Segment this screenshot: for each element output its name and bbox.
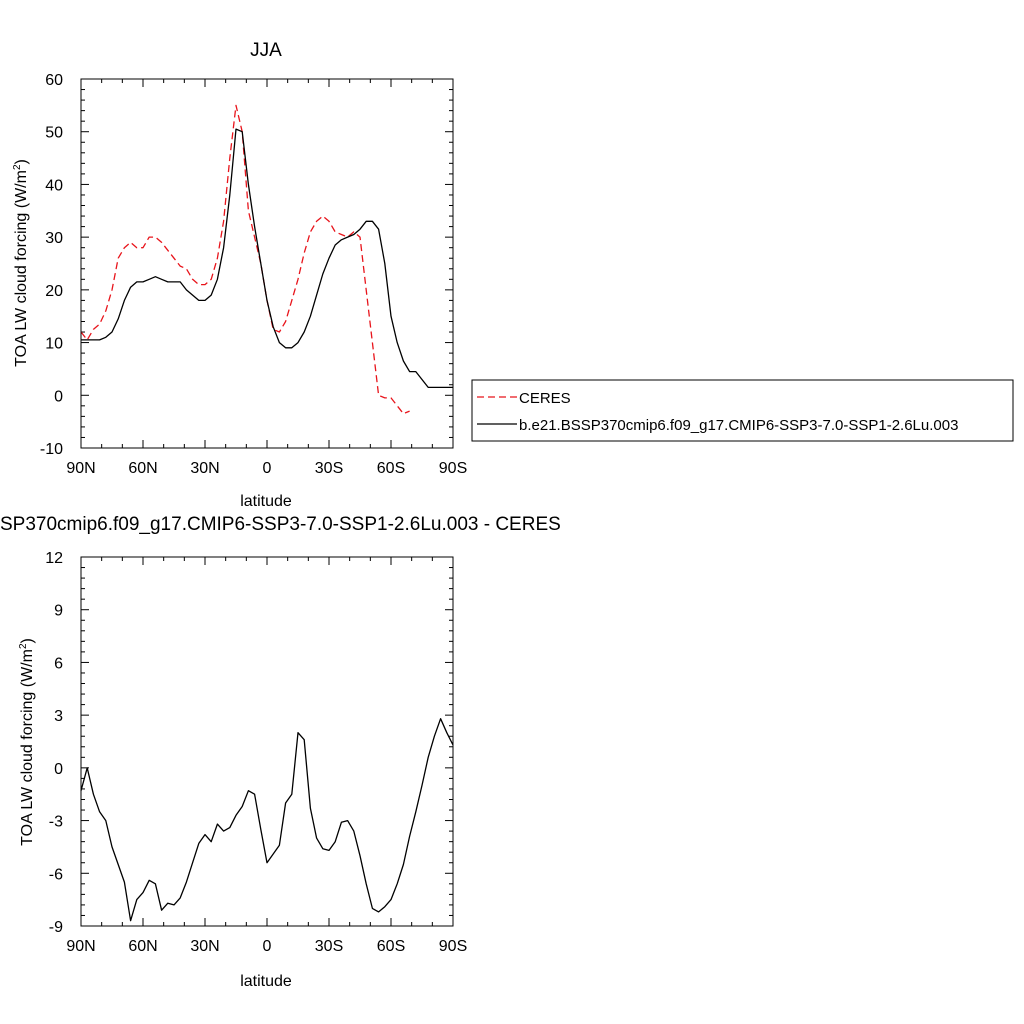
axis-ticks-difference: 90N 60N 30N 0 30S 60S 90S -9 -6 -3 0 3 6 9 12: [45, 550, 467, 955]
y-tick-label: 50: [45, 125, 63, 142]
y-axis-label-main: TOA LW cloud forcing (W/m: [19, 649, 36, 846]
y-axis-label-difference: TOA LW cloud forcing (W/m2): [18, 638, 36, 846]
x-axis-label: latitude: [240, 493, 292, 510]
chart-title-difference: SP370cmip6.f09_g17.CMIP6-SSP3-7.0-SSP1-2…: [0, 514, 561, 535]
x-tick-label: 90S: [439, 938, 467, 955]
plot-frame: [80, 78, 454, 449]
series-line-difference: [80, 718, 454, 922]
y-tick-label: 40: [45, 177, 63, 194]
y-tick-label: -6: [49, 866, 63, 883]
x-axis-label-difference: latitude: [240, 973, 292, 990]
x-tick-label: 90S: [439, 460, 467, 477]
y-tick-label: -3: [49, 814, 63, 831]
y-tick-label: 12: [45, 550, 63, 567]
y-tick-label: -9: [49, 919, 63, 936]
legend-label-model: b.e21.BSSP370cmip6.f09_g17.CMIP6-SSP3-7.…: [519, 417, 958, 434]
series-group-difference: [80, 718, 454, 922]
x-tick-label: 60S: [377, 938, 405, 955]
series-line-ceres: [80, 104, 410, 415]
legend-box: [471, 379, 1014, 442]
x-tick-label: 30S: [315, 938, 343, 955]
y-tick-label: 60: [45, 72, 63, 89]
x-tick-label: 0: [263, 460, 272, 477]
y-axis-label-sup: 2: [18, 643, 29, 649]
y-axis-label: TOA LW cloud forcing (W/m2): [12, 159, 30, 367]
legend: CERES b.e21.BSSP370cmip6.f09_g17.CMIP6-S…: [471, 379, 1014, 442]
axis-ticks: 90N 60N 30N 0 30S 60S 90S -10 0 10 20 30 40 50 60: [40, 72, 467, 477]
y-tick-label: 9: [54, 603, 63, 620]
y-axis-label-main: TOA LW cloud forcing (W/m: [13, 170, 30, 367]
x-tick-label: 30N: [190, 938, 219, 955]
x-tick-label: 30S: [315, 460, 343, 477]
x-tick-label: 60S: [377, 460, 405, 477]
y-tick-label: 3: [54, 708, 63, 725]
series-group: [80, 104, 453, 415]
y-tick-label: 6: [54, 655, 63, 672]
x-tick-label: 30N: [190, 460, 219, 477]
plot-frame-difference: [80, 556, 454, 927]
x-tick-label: 90N: [66, 938, 95, 955]
legend-label-ceres: CERES: [519, 390, 571, 407]
bottom-panel: SP370cmip6.f09_g17.CMIP6-SSP3-7.0-SSP1-2…: [0, 514, 561, 990]
x-tick-label: 90N: [66, 460, 95, 477]
y-axis-label-tail: ): [13, 159, 30, 164]
y-axis-label-tail: ): [19, 638, 36, 643]
y-tick-label: 0: [54, 388, 63, 405]
y-tick-label: 10: [45, 336, 63, 353]
y-tick-label: 30: [45, 230, 63, 247]
top-panel: JJA latitude TOA LW cloud forcing (W/m2)…: [12, 40, 467, 510]
x-tick-label: 60N: [128, 938, 157, 955]
y-tick-label: 20: [45, 283, 63, 300]
y-axis-label-sup: 2: [12, 164, 23, 170]
series-line-model: [81, 128, 453, 389]
x-tick-label: 0: [263, 938, 272, 955]
y-tick-label: -10: [40, 441, 63, 458]
x-tick-label: 60N: [128, 460, 157, 477]
y-tick-label: 0: [54, 761, 63, 778]
chart-title: JJA: [250, 40, 282, 61]
